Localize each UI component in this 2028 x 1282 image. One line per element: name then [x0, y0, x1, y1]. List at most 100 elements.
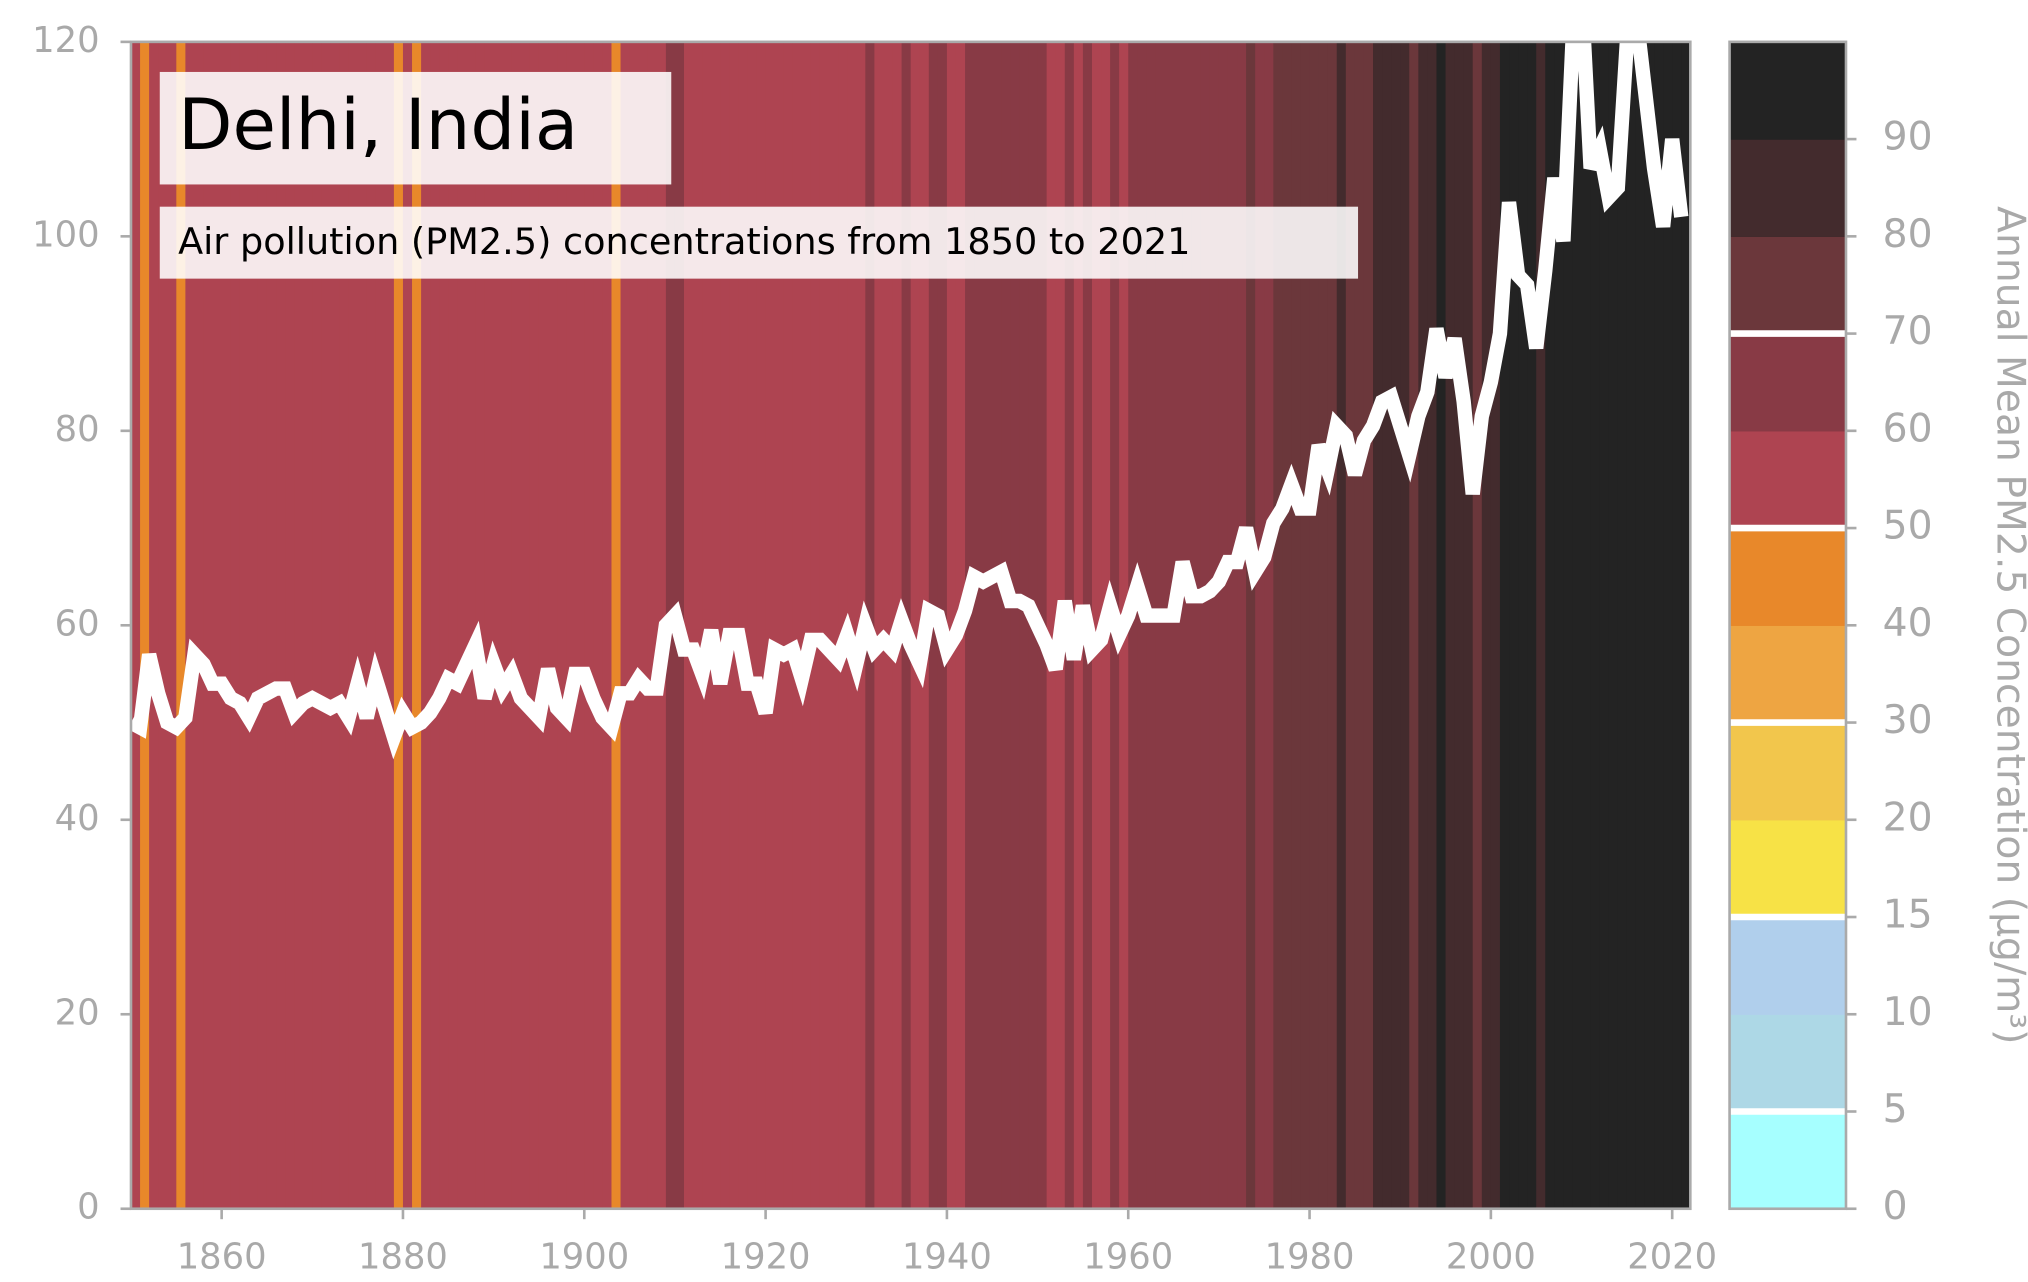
stripe	[1019, 41, 1030, 1209]
subtitle-box	[159, 206, 1359, 279]
stripe	[1554, 41, 1565, 1209]
colorbar-segment	[1729, 236, 1846, 335]
stripe	[248, 41, 259, 1209]
colorbar-tick-label: 10	[1883, 990, 1933, 1035]
stripe	[720, 41, 731, 1209]
colorbar-tick-label: 20	[1883, 795, 1933, 840]
colorbar-segment	[1729, 333, 1846, 432]
stripe	[756, 41, 767, 1209]
y-tick-label: 0	[77, 1187, 99, 1228]
stripe	[1327, 41, 1338, 1209]
stripe	[575, 41, 586, 1209]
stripe	[239, 41, 250, 1209]
colorbar-segment	[1729, 1111, 1846, 1210]
x-tick-label: 1980	[1265, 1236, 1355, 1277]
chart-subtitle: Air pollution (PM2.5) concentrations fro…	[178, 220, 1190, 263]
stripe	[230, 41, 241, 1209]
y-tick-label: 20	[55, 992, 100, 1033]
stripe	[819, 41, 830, 1209]
colorbar-segment	[1729, 819, 1846, 918]
colorbar-tick-label: 5	[1883, 1087, 1908, 1132]
stripe	[792, 41, 803, 1209]
stripe	[747, 41, 758, 1209]
stripe	[1563, 41, 1574, 1209]
stripe	[1128, 41, 1139, 1209]
stripe	[983, 41, 994, 1209]
stripe	[1499, 41, 1510, 1209]
stripe	[1309, 41, 1320, 1209]
stripe	[1472, 41, 1483, 1209]
stripe	[538, 41, 549, 1209]
colorbar-tick-label: 50	[1883, 504, 1933, 549]
stripe	[910, 41, 921, 1209]
colorbar-label: Annual Mean PM2.5 Concentration (µg/m³)	[1988, 206, 2028, 1044]
stripe	[167, 41, 178, 1209]
x-tick-label: 1900	[539, 1236, 629, 1277]
stripe	[203, 41, 214, 1209]
colorbar-segment	[1729, 625, 1846, 724]
y-tick-label: 120	[32, 20, 99, 61]
stripe	[729, 41, 740, 1209]
stripe	[1091, 41, 1102, 1209]
stripe	[1427, 41, 1438, 1209]
stripe	[448, 41, 459, 1209]
stripe	[1681, 41, 1692, 1209]
line-layer	[130, 41, 1689, 760]
stripe	[1155, 41, 1166, 1209]
pm25-line	[130, 41, 1689, 760]
chart-title: Delhi, India	[178, 83, 578, 166]
stripe	[502, 41, 513, 1209]
stripe	[303, 41, 314, 1209]
stripe	[1581, 41, 1592, 1209]
stripe	[393, 41, 404, 1209]
stripe	[874, 41, 885, 1209]
stripe	[257, 41, 268, 1209]
stripe	[557, 41, 567, 1209]
colorbar: 0 5 10 15 20 30 40 50 60 70 80 90	[1728, 40, 1933, 1229]
stripe	[711, 41, 722, 1209]
colorbar-tick-label: 0	[1883, 1184, 1908, 1229]
stripe	[339, 41, 350, 1209]
stripe	[1010, 41, 1021, 1209]
colorbar-tick-label: 70	[1883, 309, 1933, 354]
stripe	[1663, 41, 1673, 1209]
stripe	[194, 41, 205, 1209]
stripe	[992, 41, 1003, 1209]
colorbar-tick-label: 40	[1883, 601, 1933, 646]
stripe	[366, 41, 377, 1209]
stripe	[1001, 41, 1012, 1209]
stripe	[1672, 41, 1683, 1209]
stripe	[774, 41, 785, 1209]
stripe	[457, 41, 468, 1209]
stripe	[1463, 41, 1474, 1209]
stripe	[1336, 41, 1347, 1209]
colorbar-segment	[1729, 917, 1846, 1015]
stripe	[1617, 41, 1628, 1209]
stripe	[1599, 41, 1610, 1209]
stripe	[702, 41, 712, 1209]
colorbar-tick-label: 15	[1883, 893, 1933, 938]
stripe	[1264, 41, 1275, 1209]
y-tick-label: 60	[55, 603, 100, 644]
stripe	[520, 41, 531, 1209]
stripe	[375, 41, 386, 1209]
stripe	[1490, 41, 1501, 1209]
stripe	[602, 41, 613, 1209]
x-tick-label: 2000	[1446, 1236, 1536, 1277]
stripe	[1527, 41, 1537, 1209]
stripe	[221, 41, 232, 1209]
stripe	[1391, 41, 1401, 1209]
stripe	[511, 41, 522, 1209]
stripe	[1481, 41, 1492, 1209]
stripe	[1282, 41, 1293, 1209]
stripe	[684, 41, 694, 1209]
stripe	[1191, 41, 1202, 1209]
stripe	[783, 41, 794, 1209]
stripe	[149, 41, 159, 1209]
y-tick-label: 80	[55, 409, 100, 450]
stripe	[357, 41, 368, 1209]
stripe	[493, 41, 504, 1209]
colorbar-tick-label: 60	[1883, 406, 1933, 451]
stripe	[1644, 41, 1655, 1209]
stripe	[1046, 41, 1057, 1209]
